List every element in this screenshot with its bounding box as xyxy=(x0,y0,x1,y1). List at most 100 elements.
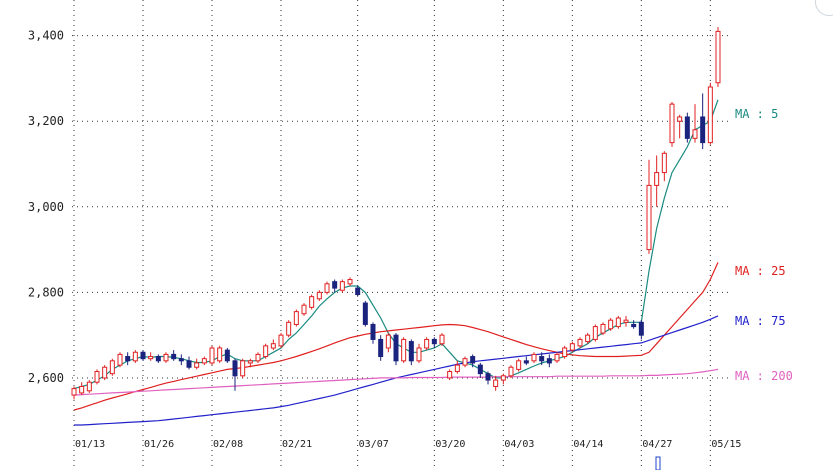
candle-body xyxy=(324,283,330,293)
candle-body xyxy=(424,338,430,349)
candle-body xyxy=(362,302,368,325)
ma-line xyxy=(73,262,719,411)
candle-body xyxy=(462,358,468,366)
candle-body xyxy=(646,184,652,251)
candle-body xyxy=(608,319,614,330)
candle-body xyxy=(677,116,683,122)
candle-body xyxy=(194,362,200,368)
candle-body xyxy=(500,375,506,381)
candle-body xyxy=(240,360,246,377)
candle-body xyxy=(401,338,407,362)
candle-body xyxy=(707,86,713,144)
candle-body xyxy=(301,304,307,315)
candle-body xyxy=(125,356,131,362)
candle-body xyxy=(132,351,138,362)
candle-body xyxy=(385,334,391,349)
candle-body xyxy=(270,343,276,349)
candle-body xyxy=(585,334,591,343)
y-tick-label: 2,800 xyxy=(28,285,64,299)
candle-body xyxy=(408,341,414,362)
candle-body xyxy=(692,129,698,139)
moving-average-lines xyxy=(73,99,719,426)
candle-body xyxy=(485,373,491,381)
candle-body xyxy=(477,364,483,375)
candle-body xyxy=(684,116,690,139)
candle-body xyxy=(209,347,215,364)
ma-label: MA : 200 xyxy=(735,369,793,383)
candle-body xyxy=(569,343,575,351)
candle-body xyxy=(370,323,376,340)
candle-body xyxy=(355,287,361,296)
candle-body xyxy=(516,360,522,370)
y-tick-label: 3,400 xyxy=(28,29,64,43)
candle-body xyxy=(539,356,545,362)
candle-body xyxy=(186,360,192,368)
candle-body xyxy=(163,353,169,362)
candle-body xyxy=(700,116,706,144)
candle-body xyxy=(278,334,284,347)
candle-body xyxy=(393,334,399,362)
candle-body xyxy=(155,356,161,362)
candle-body xyxy=(600,323,606,334)
candle-body xyxy=(140,351,146,360)
x-tick-label: 03/07 xyxy=(359,439,389,450)
candle-body xyxy=(171,353,177,360)
candle-body xyxy=(309,296,315,308)
candle-body xyxy=(416,347,422,362)
y-axis-labels: 2,600 2,800 3,000 3,200 3,400 xyxy=(28,29,64,385)
y-tick-label: 3,200 xyxy=(28,114,64,128)
candle-body xyxy=(615,317,621,328)
candle-body xyxy=(316,291,322,300)
x-tick-label: 05/15 xyxy=(711,439,741,450)
x-tick-label: 04/03 xyxy=(504,439,534,450)
x-tick-label: 02/21 xyxy=(282,439,312,450)
candle-body xyxy=(347,279,353,285)
x-tick-label: 03/20 xyxy=(435,439,465,450)
candle-body xyxy=(247,360,253,364)
x-tick-label: 04/27 xyxy=(642,439,672,450)
candle-body xyxy=(654,172,660,186)
ma-line xyxy=(73,368,719,396)
candle-body xyxy=(439,334,445,345)
candle-body xyxy=(523,360,529,364)
candle-body xyxy=(224,349,230,362)
y-tick-label: 3,000 xyxy=(28,200,64,214)
x-tick-label: 01/26 xyxy=(144,439,174,450)
ma-line xyxy=(74,315,719,426)
candle-body xyxy=(554,353,560,362)
candle-body xyxy=(493,379,499,387)
ma-labels: MA : 5 MA : 25 MA : 75 MA : 200 xyxy=(735,107,793,383)
candle-body xyxy=(232,360,238,377)
candle-body xyxy=(378,338,384,358)
scroll-marker xyxy=(655,456,661,470)
candle-body xyxy=(546,358,552,364)
candle-body xyxy=(470,356,476,364)
x-tick-label: 04/14 xyxy=(573,439,603,450)
ma-label: MA : 5 xyxy=(735,107,778,121)
y-tick-label: 2,600 xyxy=(28,371,64,385)
candle-body xyxy=(562,347,568,358)
candle-body xyxy=(94,371,100,383)
candle-body xyxy=(454,364,460,373)
candle-body xyxy=(661,152,667,174)
candle-body xyxy=(201,358,207,364)
candle-body xyxy=(577,338,583,347)
ma-label: MA : 25 xyxy=(735,264,786,278)
candle-body xyxy=(531,353,537,362)
candle-body xyxy=(255,353,261,362)
candle-body xyxy=(86,381,92,392)
candle-body xyxy=(217,347,223,362)
candle-body xyxy=(669,103,675,144)
x-tick-label: 02/08 xyxy=(213,439,243,450)
candle-body xyxy=(263,345,269,358)
candle-body xyxy=(286,321,292,336)
candle-body xyxy=(332,281,338,289)
candle-body xyxy=(631,323,637,328)
x-axis-labels: 01/13 01/26 02/08 02/21 03/07 03/20 04/03 04/14… xyxy=(75,439,741,450)
ma-label: MA : 75 xyxy=(735,314,786,328)
candle-body xyxy=(178,358,184,362)
candle-body xyxy=(638,321,644,336)
candle-body xyxy=(447,371,453,379)
candle-body xyxy=(592,326,598,340)
candle-body xyxy=(715,30,721,84)
